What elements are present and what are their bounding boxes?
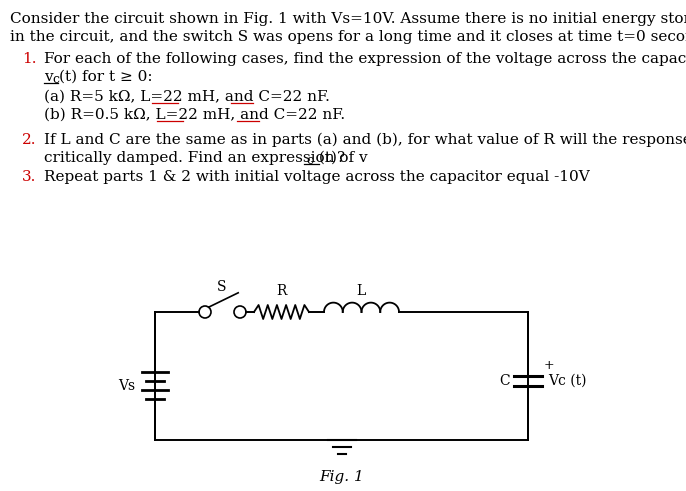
Text: 2.: 2. bbox=[22, 133, 36, 147]
Text: L: L bbox=[356, 284, 366, 298]
Text: (a) R=5 kΩ, L=22 mH, and C=22 nF.: (a) R=5 kΩ, L=22 mH, and C=22 nF. bbox=[44, 90, 330, 104]
Text: Vc (t): Vc (t) bbox=[548, 374, 587, 388]
Text: critically damped. Find an expression of v: critically damped. Find an expression of… bbox=[44, 151, 368, 165]
Text: Repeat parts 1 & 2 with initial voltage across the capacitor equal -10V: Repeat parts 1 & 2 with initial voltage … bbox=[44, 170, 590, 184]
Text: v: v bbox=[44, 70, 53, 84]
Text: (t)?: (t)? bbox=[314, 151, 345, 165]
Text: 3.: 3. bbox=[22, 170, 36, 184]
Text: c: c bbox=[306, 154, 313, 167]
Text: C: C bbox=[499, 374, 510, 388]
Text: Consider the circuit shown in Fig. 1 with Vs=10V. Assume there is no initial ene: Consider the circuit shown in Fig. 1 wit… bbox=[10, 12, 686, 26]
Text: (t) for t ≥ 0:: (t) for t ≥ 0: bbox=[59, 70, 152, 84]
Text: Vs: Vs bbox=[118, 379, 135, 392]
Text: (b) R=0.5 kΩ, L=22 mH, and C=22 nF.: (b) R=0.5 kΩ, L=22 mH, and C=22 nF. bbox=[44, 108, 345, 122]
Text: R: R bbox=[276, 284, 286, 298]
Text: S: S bbox=[217, 280, 227, 294]
Text: +: + bbox=[544, 359, 554, 372]
Text: in the circuit, and the switch S was opens for a long time and it closes at time: in the circuit, and the switch S was ope… bbox=[10, 30, 686, 44]
Text: 1.: 1. bbox=[22, 52, 36, 66]
Text: c: c bbox=[52, 73, 59, 86]
Text: For each of the following cases, find the expression of the voltage across the c: For each of the following cases, find th… bbox=[44, 52, 686, 66]
Text: If L and C are the same as in parts (a) and (b), for what value of R will the re: If L and C are the same as in parts (a) … bbox=[44, 133, 686, 147]
Text: Fig. 1: Fig. 1 bbox=[319, 470, 364, 484]
